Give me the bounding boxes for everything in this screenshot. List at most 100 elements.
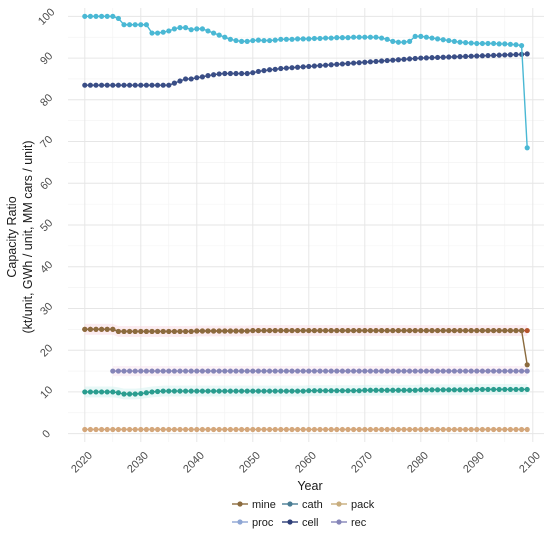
data-point-cell <box>283 65 289 71</box>
data-point-mine <box>188 328 194 335</box>
data-point-rec <box>496 368 502 374</box>
data-point-cyan <box>306 36 312 42</box>
data-point-proc <box>216 388 222 394</box>
data-point-pack <box>502 426 508 433</box>
data-point-mine <box>272 327 278 334</box>
data-point-pack <box>418 426 424 433</box>
data-point-mine <box>457 327 463 334</box>
data-point-proc <box>412 387 418 393</box>
data-point-cyan <box>412 33 418 39</box>
data-point-rec <box>233 368 239 374</box>
data-point-pack <box>395 426 401 433</box>
data-point-proc <box>227 388 233 394</box>
data-point-mine <box>379 327 385 334</box>
data-point-cyan <box>502 41 508 47</box>
data-point-mine <box>194 328 200 334</box>
data-point-mine <box>351 327 357 334</box>
data-point-proc <box>272 388 278 394</box>
data-point-cyan <box>205 28 211 34</box>
data-point-mine <box>485 327 491 334</box>
data-point-pack <box>423 426 429 433</box>
data-point-pack <box>485 426 491 433</box>
data-point-rec <box>239 368 245 374</box>
data-point-cell <box>300 64 306 70</box>
data-point-pack <box>283 426 289 433</box>
data-point-cyan <box>227 36 233 42</box>
data-point-pack <box>524 426 530 433</box>
data-point-cell <box>418 55 424 61</box>
data-point-cell <box>513 51 519 58</box>
data-point-rec <box>205 368 211 374</box>
data-point-mine <box>468 327 474 334</box>
data-point-pack <box>367 426 373 433</box>
data-point-mine <box>345 327 351 334</box>
data-point-mine <box>491 327 497 334</box>
data-point-cell <box>334 61 340 67</box>
data-point-pack <box>384 426 390 433</box>
data-point-mine <box>149 328 155 335</box>
data-point-cell <box>407 56 413 62</box>
data-point-mine <box>82 326 88 332</box>
data-point-mine <box>435 327 441 334</box>
series-band-proc <box>84 383 528 400</box>
data-point-pack <box>463 426 469 433</box>
data-point-cyan <box>390 38 396 44</box>
data-point-mine <box>440 327 446 334</box>
y-tick-label: 60 <box>38 175 55 192</box>
data-point-pack <box>491 426 497 433</box>
data-point-pack <box>143 426 149 433</box>
data-point-mine <box>93 326 99 332</box>
data-point-pack <box>339 426 345 433</box>
data-point-cyan <box>384 36 390 42</box>
data-point-cell <box>222 70 228 77</box>
data-point-cell <box>485 52 491 59</box>
data-point-pack <box>82 426 88 433</box>
data-point-rec <box>418 368 424 374</box>
legend-label-rec: rec <box>351 517 367 529</box>
series-cyan <box>82 13 530 151</box>
data-point-cell <box>423 55 429 61</box>
data-point-proc <box>250 388 256 394</box>
y-axis-title-line1: Capacity Ratio <box>5 196 19 277</box>
data-point-proc <box>524 386 530 393</box>
data-point-cell <box>261 67 267 74</box>
data-point-rec <box>244 368 250 374</box>
data-point-mine <box>306 327 312 334</box>
data-point-proc <box>261 388 267 394</box>
data-point-proc <box>351 388 357 394</box>
data-point-mine <box>407 327 413 334</box>
data-point-proc <box>177 388 183 394</box>
data-point-rec <box>300 368 306 374</box>
data-point-pack <box>160 426 166 433</box>
data-point-cell <box>502 52 508 58</box>
data-point-pack <box>334 426 340 433</box>
data-point-rec <box>306 368 312 374</box>
data-point-rec <box>149 368 155 374</box>
data-point-mine <box>166 328 172 335</box>
data-point-mine <box>446 327 452 334</box>
data-point-rec <box>384 368 390 374</box>
data-point-rec <box>177 368 183 374</box>
legend: mine cath pack proc cell rec <box>232 499 375 529</box>
data-point-cell <box>367 59 373 65</box>
data-point-mine <box>177 328 183 335</box>
data-point-mine <box>115 328 121 335</box>
data-point-proc <box>267 388 273 394</box>
data-point-proc <box>457 387 463 393</box>
series-line-cyan <box>84 15 528 148</box>
data-point-pack <box>479 426 485 433</box>
data-point-cell <box>216 71 222 77</box>
data-point-rec <box>351 368 357 374</box>
data-point-pack <box>474 426 480 433</box>
data-point-cell <box>390 57 396 63</box>
data-point-mine <box>255 327 261 334</box>
data-point-cyan <box>289 36 295 42</box>
data-point-rec <box>356 368 362 374</box>
data-point-cell <box>412 55 418 62</box>
data-point-cell <box>401 56 407 62</box>
data-point-mine <box>104 326 110 332</box>
data-point-cyan <box>435 36 441 42</box>
data-point-proc <box>110 389 116 395</box>
data-point-mine <box>216 328 222 334</box>
data-point-pack <box>149 426 155 433</box>
